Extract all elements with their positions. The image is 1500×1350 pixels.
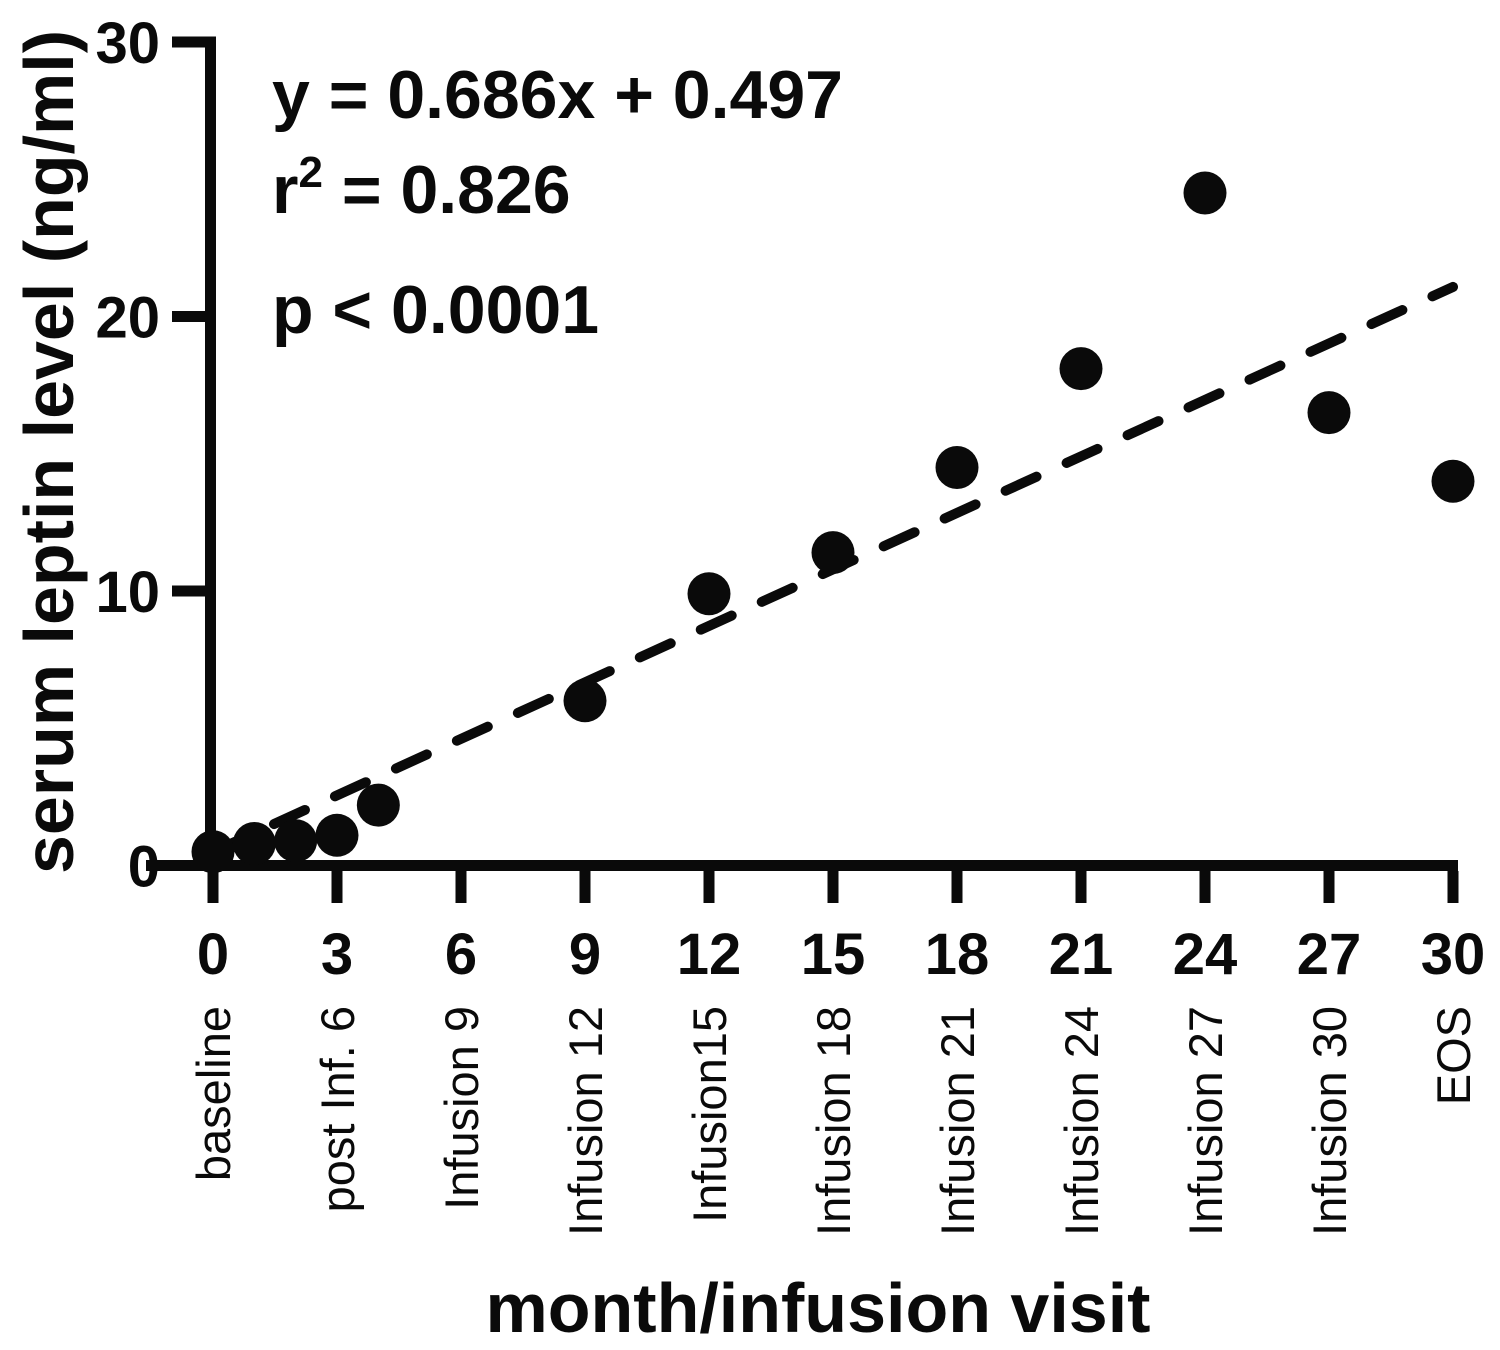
x-tick-label: 12 xyxy=(677,922,742,987)
r-squared-text: r2 = 0.826 xyxy=(272,148,571,228)
x-visit-label: Infusion 30 xyxy=(1303,1006,1356,1236)
x-tick-label: 9 xyxy=(569,922,601,987)
data-point xyxy=(563,679,607,723)
x-visit-label: EOS xyxy=(1427,1006,1480,1105)
x-tick-label: 3 xyxy=(321,922,353,987)
x-tick-label: 6 xyxy=(445,922,477,987)
data-point xyxy=(1307,391,1351,435)
x-tick-label: 30 xyxy=(1421,922,1486,987)
data-point xyxy=(356,783,400,827)
data-point xyxy=(232,822,276,866)
y-axis-title: serum leptin level (ng/ml) xyxy=(10,30,88,874)
x-tick-label: 18 xyxy=(925,922,990,987)
x-tick-label: 24 xyxy=(1173,922,1238,987)
x-visit-label: Infusion15 xyxy=(683,1006,736,1223)
p-value-text: p < 0.0001 xyxy=(272,272,599,348)
x-axis-title: month/infusion visit xyxy=(486,1269,1151,1347)
data-point xyxy=(1059,347,1103,391)
x-visit-label: Infusion 12 xyxy=(559,1006,612,1236)
x-tick-label: 0 xyxy=(197,922,229,987)
y-tick-label: 20 xyxy=(95,286,160,351)
y-tick-label: 10 xyxy=(95,560,160,625)
y-tick-label: 0 xyxy=(128,835,160,900)
x-visit-label: Infusion 9 xyxy=(435,1006,488,1210)
data-point xyxy=(1431,459,1475,503)
data-point xyxy=(811,531,855,575)
y-tick-label: 30 xyxy=(95,11,160,76)
regression-equation-text: y = 0.686x + 0.497 xyxy=(272,57,843,133)
data-point xyxy=(191,830,235,874)
data-point xyxy=(1183,171,1227,215)
data-point xyxy=(315,813,359,857)
data-point xyxy=(935,445,979,489)
x-visit-label: Infusion 21 xyxy=(931,1006,984,1236)
x-visit-label: Infusion 18 xyxy=(807,1006,860,1236)
data-point xyxy=(687,572,731,616)
x-tick-label: 15 xyxy=(801,922,866,987)
x-tick-label: 27 xyxy=(1297,922,1362,987)
x-visit-label: post Inf. 6 xyxy=(311,1006,364,1212)
data-point xyxy=(274,819,318,863)
x-visit-label: Infusion 24 xyxy=(1055,1006,1108,1236)
x-tick-label: 21 xyxy=(1049,922,1114,987)
x-visit-label: baseline xyxy=(187,1006,240,1181)
x-visit-label: Infusion 27 xyxy=(1179,1006,1232,1236)
